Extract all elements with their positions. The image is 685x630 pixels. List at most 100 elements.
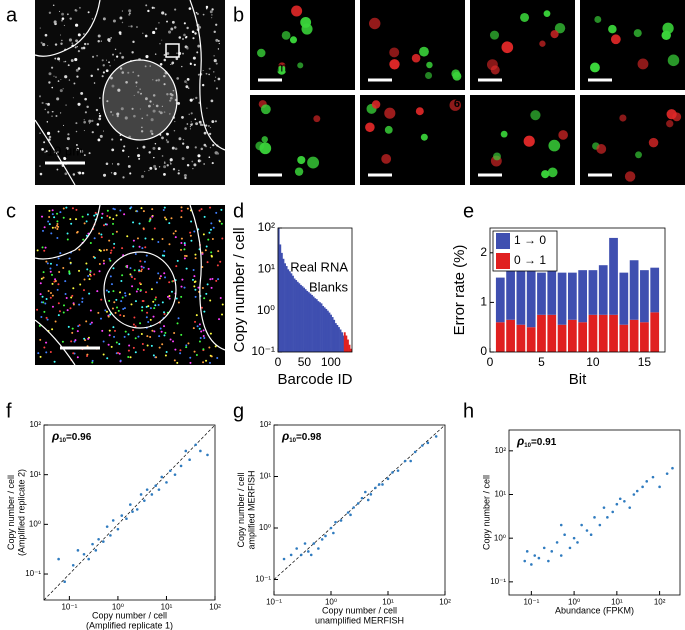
micrograph-spot: [127, 156, 130, 158]
micrograph-spot: [195, 96, 198, 100]
decoded-spot: [48, 216, 51, 219]
micrograph-spot: [189, 62, 192, 65]
y-tick-label: 1: [480, 295, 487, 309]
decoded-spot: [145, 291, 148, 294]
decoded-spot: [108, 334, 111, 337]
tile-spot: [313, 115, 321, 123]
micrograph-spot: [211, 120, 215, 123]
decoded-spot: [184, 254, 187, 257]
decoded-spot: [183, 248, 186, 251]
tile: [250, 0, 355, 90]
y-tick-label: 10¹: [494, 490, 506, 499]
decoded-spot: [132, 221, 135, 224]
micrograph-spot: [195, 122, 199, 126]
decoded-spot: [87, 274, 90, 277]
decoded-spot: [163, 272, 166, 275]
micrograph-spot: [112, 19, 116, 23]
micrograph-spot: [166, 164, 169, 167]
tile-spot: [608, 24, 617, 34]
x-tick-label: 0: [487, 355, 494, 369]
micrograph-spot: [141, 175, 144, 178]
decoded-spot: [119, 209, 122, 212]
decoded-spot: [66, 232, 69, 235]
decoded-spot: [168, 294, 171, 297]
decoded-spot: [153, 330, 156, 333]
point: [409, 459, 412, 463]
y-axis-label: Copy number / cell: [6, 475, 16, 550]
tile-spot: [281, 30, 291, 40]
micrograph-spot: [100, 40, 102, 42]
micrograph-spot: [169, 158, 173, 162]
micrograph-spot: [65, 146, 69, 150]
micrograph-spot: [139, 88, 141, 90]
micrograph-spot: [122, 176, 125, 179]
decoded-spot: [54, 279, 57, 282]
decoded-spot: [93, 273, 96, 276]
decoded-spot: [209, 228, 212, 231]
x-tick-label: 10⁰: [325, 597, 337, 606]
point: [63, 580, 66, 584]
decoded-spot: [36, 308, 39, 311]
point: [635, 489, 639, 493]
micrograph-spot: [182, 142, 185, 145]
point: [157, 488, 161, 491]
decoded-spot: [49, 270, 52, 273]
micrograph-spot: [52, 4, 55, 7]
decoded-spot: [148, 220, 151, 223]
decoded-spot: [154, 298, 157, 301]
micrograph-spot: [169, 113, 171, 115]
decoded-spot: [151, 238, 154, 241]
decoded-spot: [44, 302, 47, 305]
decoded-spot: [47, 290, 50, 293]
decoded-spot: [42, 301, 45, 304]
micrograph-spot: [98, 117, 102, 121]
decoded-spot: [39, 355, 42, 358]
tile-spot: [520, 12, 530, 22]
decoded-spot: [86, 213, 89, 216]
decoded-spot: [186, 207, 189, 210]
decoded-spot: [205, 359, 208, 362]
decoded-spot: [221, 313, 224, 316]
decoded-spot: [140, 332, 143, 335]
bar-segment: [537, 314, 546, 352]
point: [307, 550, 310, 553]
micrograph-spot: [197, 44, 201, 48]
micrograph-spot: [101, 75, 104, 78]
micrograph-spot: [102, 173, 107, 177]
tile-spot: [449, 99, 461, 111]
decoded-spot: [53, 216, 56, 219]
bar: [317, 301, 320, 352]
decoded-spot: [110, 249, 113, 252]
decoded-spot: [194, 295, 197, 298]
decoded-spot: [74, 339, 77, 342]
micrograph-spot: [214, 80, 216, 82]
decoded-spot: [40, 301, 43, 304]
micrograph-spot: [51, 111, 54, 113]
micrograph-spot: [133, 94, 135, 96]
decoded-spot: [161, 343, 164, 346]
decoded-spot: [194, 257, 197, 260]
micrograph-spot: [60, 79, 62, 81]
decoded-spot: [190, 239, 193, 242]
micrograph-spot: [191, 160, 194, 163]
point: [295, 547, 298, 550]
decoded-spot: [123, 307, 126, 310]
decoded-spot: [73, 340, 76, 343]
decoded-spot: [132, 346, 135, 349]
decoded-spot: [161, 238, 164, 241]
decoded-spot: [172, 279, 175, 282]
point: [593, 516, 596, 519]
decoded-spot: [189, 234, 192, 237]
decoded-spot: [197, 286, 200, 289]
decoded-spot: [205, 292, 208, 295]
tile-number: 1: [344, 3, 350, 15]
micrograph-spot: [217, 39, 220, 42]
decoded-spot: [139, 260, 142, 263]
micrograph-spot: [217, 77, 221, 81]
tile-spot: [541, 170, 550, 179]
decoded-spot: [68, 270, 71, 273]
micrograph-spot: [59, 10, 61, 12]
micrograph-spot: [39, 172, 43, 176]
y-tick-label: 10⁻¹: [25, 569, 41, 578]
micrograph-spot: [127, 71, 130, 74]
